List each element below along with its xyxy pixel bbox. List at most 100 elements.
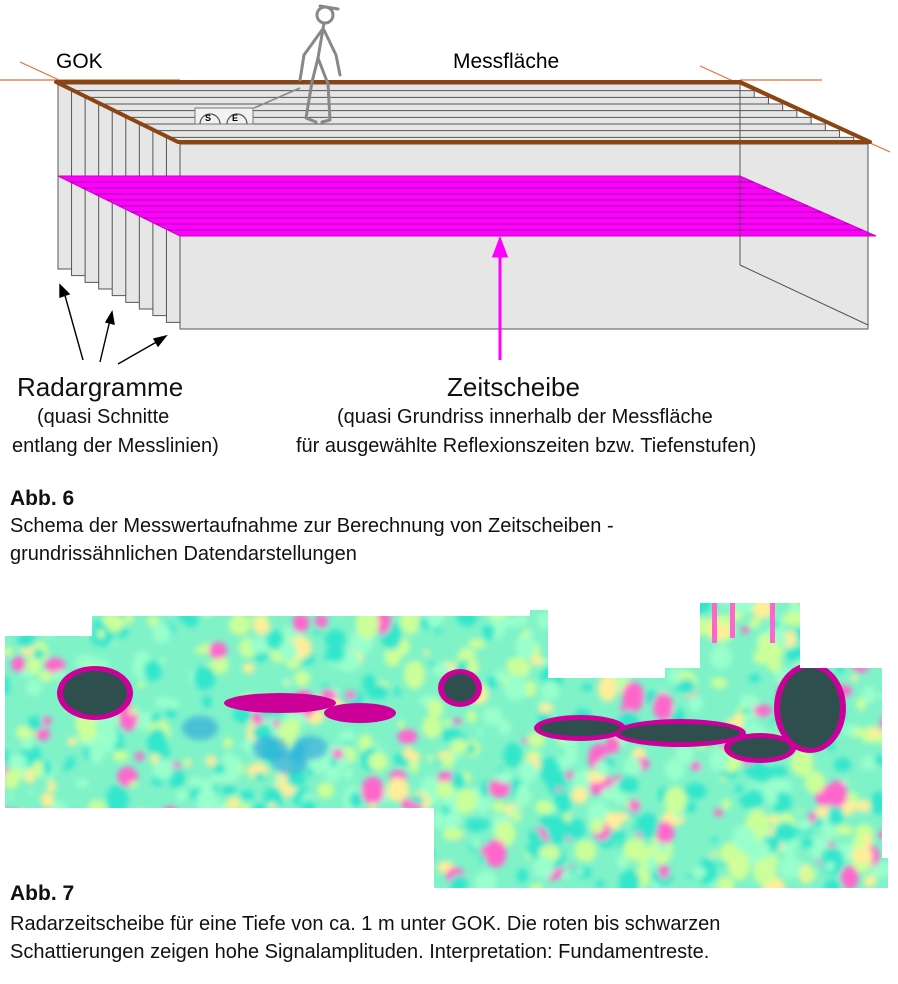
signal-cell xyxy=(294,670,310,687)
signal-cell xyxy=(333,603,350,615)
signal-cell xyxy=(213,872,237,888)
signal-cell xyxy=(162,806,178,819)
zeitscheibe-subtitle-line2: für ausgewählte Reflexionszeiten bzw. Ti… xyxy=(296,435,757,457)
gok-label: GOK xyxy=(56,50,103,73)
signal-cell xyxy=(795,622,811,643)
signal-cell xyxy=(259,876,267,884)
signal-cell xyxy=(686,874,694,879)
signal-cell xyxy=(655,821,675,844)
signal-cell xyxy=(216,844,239,867)
signal-cell xyxy=(753,704,772,717)
zeitscheibe-subtitle-line1: (quasi Grundriss innerhalb der Messfläch… xyxy=(337,406,713,428)
signal-cell xyxy=(735,863,745,875)
signal-cell xyxy=(874,754,887,766)
signal-cell xyxy=(223,804,235,816)
signal-cell xyxy=(136,808,148,820)
signal-cell xyxy=(594,651,618,665)
signal-cell xyxy=(205,755,217,767)
signal-cell xyxy=(89,744,104,764)
signal-cell xyxy=(228,614,251,636)
signal-cell xyxy=(36,603,58,606)
signal-cell xyxy=(589,640,607,659)
signal-cell xyxy=(667,616,679,631)
messflaeche-label: Messfläche xyxy=(453,50,559,73)
signal-cell xyxy=(341,819,362,842)
signal-cell xyxy=(748,617,761,629)
signal-cell xyxy=(256,843,269,861)
signal-cell xyxy=(423,650,430,656)
signal-cell xyxy=(380,836,396,855)
signal-cell xyxy=(576,869,585,875)
signal-cell xyxy=(594,761,609,775)
signal-cell xyxy=(355,818,373,841)
box-edges xyxy=(739,80,869,326)
signal-cell xyxy=(315,614,328,629)
signal-cell xyxy=(129,781,139,788)
signal-cell xyxy=(418,873,429,881)
signal-cell xyxy=(558,603,573,618)
signal-cell xyxy=(11,656,26,672)
signal-cell xyxy=(32,844,46,860)
signal-cell xyxy=(645,856,657,869)
signal-cell xyxy=(839,610,850,620)
signal-cell xyxy=(221,783,237,796)
high-amplitude-core xyxy=(780,668,840,748)
signal-cell xyxy=(711,837,718,843)
signal-cell xyxy=(22,617,31,626)
signal-cell xyxy=(664,611,671,616)
signal-cell xyxy=(817,604,829,619)
signal-cell xyxy=(676,640,690,652)
signal-cell xyxy=(27,716,44,732)
signal-cell xyxy=(823,598,831,601)
signal-cell xyxy=(372,603,387,609)
signal-cell xyxy=(714,808,724,817)
signal-cell xyxy=(790,603,798,607)
signal-cell xyxy=(147,615,159,627)
signal-cell xyxy=(697,858,717,885)
signal-cell xyxy=(450,739,468,754)
signal-cell xyxy=(494,669,507,683)
signal-cell xyxy=(87,799,107,820)
probe-strip xyxy=(730,603,735,638)
signal-cell xyxy=(802,868,817,880)
signal-cell xyxy=(147,728,168,756)
signal-cell xyxy=(530,830,542,844)
signal-cell xyxy=(188,823,206,837)
signal-cell xyxy=(70,604,83,618)
signal-cell xyxy=(882,623,888,646)
signal-cell xyxy=(75,778,89,788)
signal-cell xyxy=(638,812,658,839)
signal-cell xyxy=(721,799,732,809)
signal-cell xyxy=(82,606,91,613)
signal-cell xyxy=(842,724,856,736)
signal-cell xyxy=(640,643,651,651)
signal-cell xyxy=(683,783,707,800)
signal-cell xyxy=(510,806,520,813)
signal-cell xyxy=(422,603,439,617)
signal-cell xyxy=(214,864,232,882)
signal-cell xyxy=(591,603,609,615)
signal-cell xyxy=(38,671,54,682)
signal-cell xyxy=(488,778,511,798)
signal-cell xyxy=(364,865,386,888)
signal-cell xyxy=(796,819,812,831)
signal-cell xyxy=(226,873,250,888)
signal-cell xyxy=(677,678,696,695)
signal-cell xyxy=(712,623,731,639)
signal-cell xyxy=(150,753,159,765)
signal-cell xyxy=(571,787,589,804)
signal-cell xyxy=(821,646,843,662)
signal-cell xyxy=(77,851,89,865)
signal-cell xyxy=(92,818,107,827)
signal-cell xyxy=(866,649,879,664)
signal-cell xyxy=(615,828,625,839)
signal-cell xyxy=(416,835,430,847)
signal-cell xyxy=(432,664,451,676)
signal-cell xyxy=(15,725,31,740)
signal-cell xyxy=(886,652,888,673)
signal-cell xyxy=(89,829,109,845)
high-amplitude-core xyxy=(63,671,127,715)
signal-cell xyxy=(279,870,295,886)
signal-cell xyxy=(596,650,613,673)
signal-cell xyxy=(850,645,872,673)
